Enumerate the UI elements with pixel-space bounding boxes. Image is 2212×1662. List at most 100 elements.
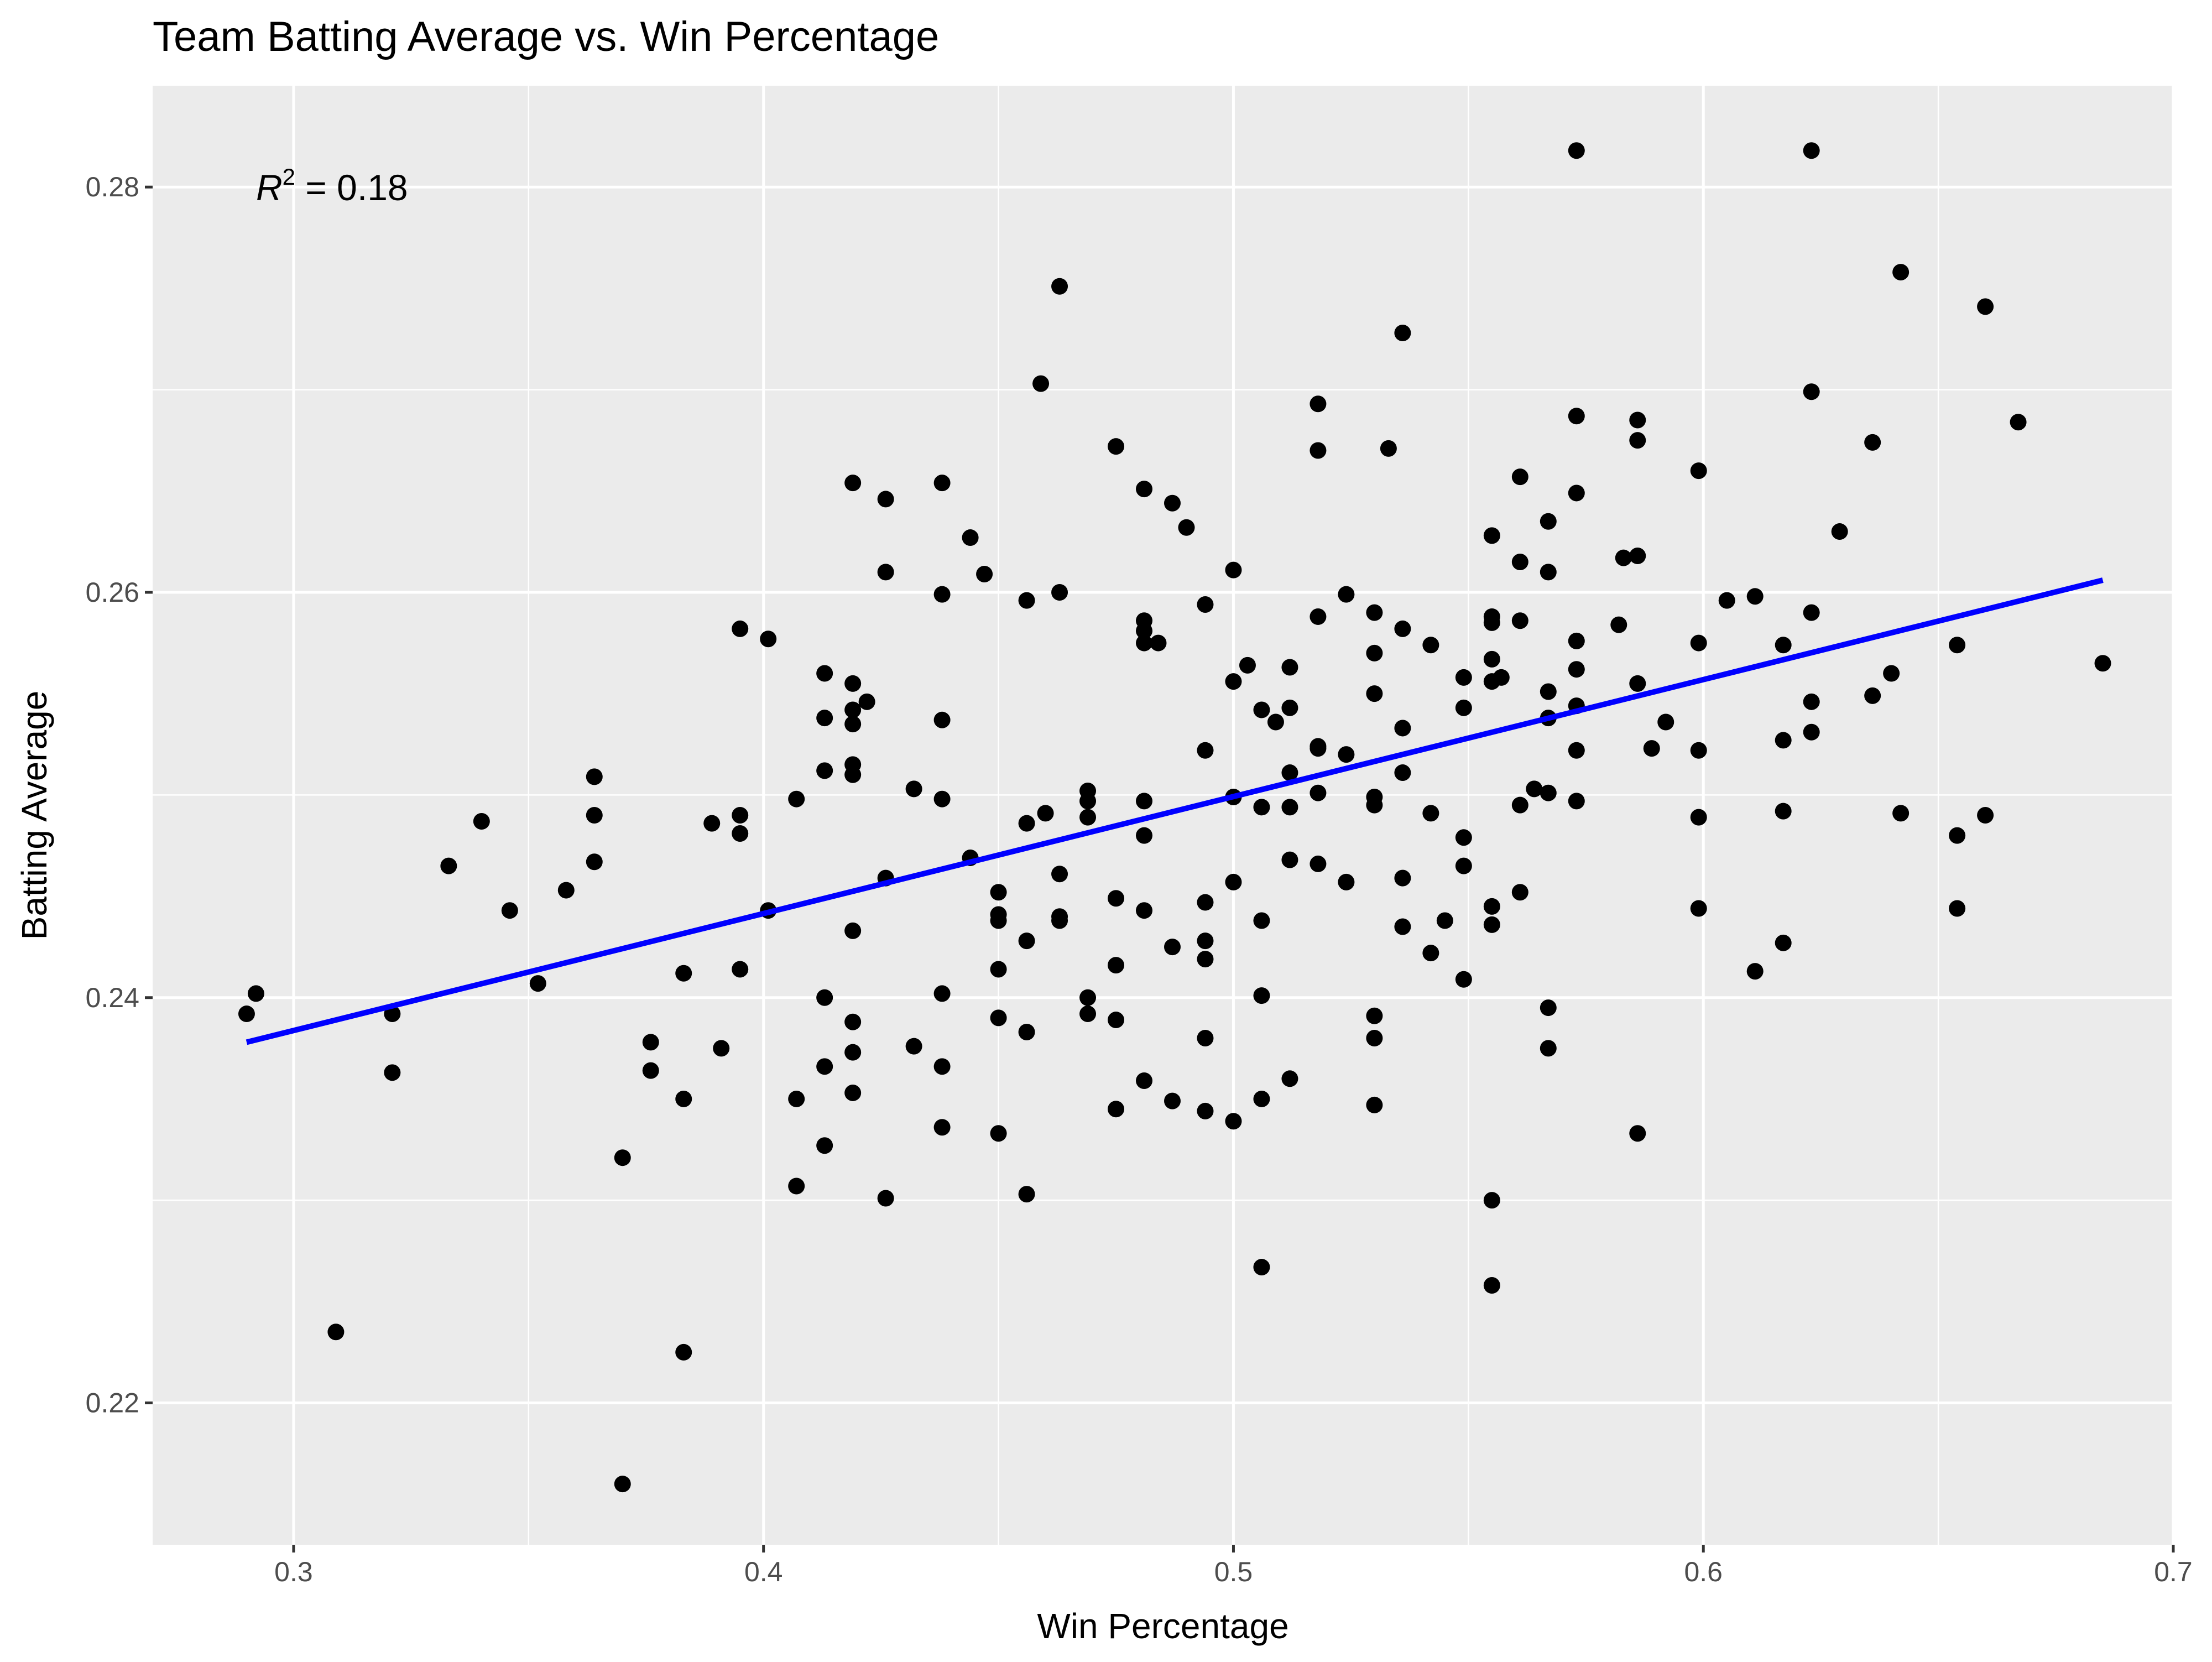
data-point (1977, 298, 1994, 315)
data-point (1253, 1090, 1270, 1107)
data-point (1253, 701, 1270, 718)
data-point (1079, 809, 1097, 826)
y-tick-label: 0.26 (86, 577, 139, 608)
data-point (1136, 793, 1153, 810)
data-point (816, 665, 833, 682)
data-point (1540, 999, 1557, 1017)
data-point (1281, 659, 1298, 676)
data-point (990, 912, 1007, 929)
data-point (1949, 637, 1966, 654)
r-squared-label: R2 = 0.18 (256, 164, 408, 208)
r-squared-annotation: R2 = 0.18 (256, 164, 408, 208)
data-point (1197, 951, 1214, 968)
data-point (473, 812, 490, 830)
data-point (1568, 632, 1585, 649)
x-tick-label: 0.3 (274, 1556, 313, 1587)
data-point (1483, 898, 1500, 915)
data-point (1108, 1101, 1125, 1118)
data-point (1018, 592, 1035, 609)
data-point (1775, 637, 1792, 654)
data-point (732, 825, 749, 842)
data-point (1178, 519, 1195, 536)
data-point (1803, 723, 1820, 741)
data-point (1775, 803, 1792, 820)
data-point (1690, 634, 1707, 652)
data-point (1422, 637, 1439, 654)
data-point (990, 1009, 1007, 1027)
data-point (1380, 440, 1397, 457)
data-point (844, 1013, 862, 1030)
data-point (1108, 890, 1125, 907)
data-point (844, 766, 862, 783)
data-point (1394, 869, 1411, 887)
x-axis: 0.3 0.4 0.5 0.6 0.7 (274, 1545, 2193, 1587)
scatter-points (238, 142, 2111, 1493)
data-point (1455, 971, 1472, 988)
data-point (1018, 1024, 1035, 1041)
data-point (816, 989, 833, 1006)
data-point (990, 1125, 1007, 1142)
minor-gridlines (153, 86, 2173, 1545)
data-point (1775, 732, 1792, 749)
data-point (877, 564, 894, 581)
data-point (1568, 661, 1585, 678)
data-point (327, 1324, 345, 1341)
y-tick-label: 0.24 (86, 982, 139, 1013)
data-point (1136, 827, 1153, 844)
data-point (1949, 900, 1966, 917)
data-point (675, 1090, 692, 1107)
data-point (1136, 902, 1153, 919)
trend-line-layer (246, 577, 2104, 1045)
data-point (586, 768, 603, 785)
data-point (384, 1064, 401, 1081)
data-point (1892, 805, 1910, 822)
data-point (858, 693, 875, 710)
data-point (1803, 383, 1820, 400)
data-point (614, 1476, 631, 1493)
data-point (1079, 1005, 1097, 1023)
data-point (642, 1062, 659, 1079)
data-point (844, 922, 862, 939)
data-point (1108, 957, 1125, 974)
data-point (1629, 432, 1646, 449)
data-point (1108, 438, 1125, 455)
data-point (1422, 945, 1439, 962)
y-tick-label: 0.22 (86, 1388, 139, 1419)
data-point (1540, 564, 1557, 581)
data-point (1310, 395, 1327, 413)
data-point (1483, 1277, 1500, 1294)
data-point (816, 762, 833, 779)
data-point (1455, 699, 1472, 716)
data-point (1977, 807, 1994, 824)
data-point (1366, 644, 1383, 661)
data-point (1831, 523, 1848, 540)
data-point (1197, 1030, 1214, 1047)
data-point (2010, 414, 2027, 431)
data-point (816, 710, 833, 727)
data-point (1079, 989, 1097, 1006)
data-point (933, 985, 951, 1002)
data-point (1018, 932, 1035, 950)
data-point (1483, 614, 1500, 631)
data-point (1136, 622, 1153, 639)
r-squared-exponent: 2 (283, 164, 295, 190)
data-point (1051, 278, 1068, 295)
data-point (732, 807, 749, 824)
data-point (1568, 793, 1585, 810)
data-point (1746, 963, 1764, 980)
data-point (1540, 784, 1557, 801)
y-tick-label: 0.28 (86, 171, 139, 202)
r-squared-value: = 0.18 (295, 167, 408, 208)
data-point (816, 1137, 833, 1154)
data-point (1197, 742, 1214, 759)
data-point (1032, 375, 1050, 392)
data-point (1197, 1102, 1214, 1119)
data-point (1239, 657, 1256, 674)
data-point (1803, 142, 1820, 159)
data-point (1338, 873, 1355, 890)
chart-title: Team Batting Average vs. Win Percentage (153, 13, 939, 60)
data-point (675, 965, 692, 982)
data-point (1540, 1040, 1557, 1057)
data-point (1310, 740, 1327, 757)
